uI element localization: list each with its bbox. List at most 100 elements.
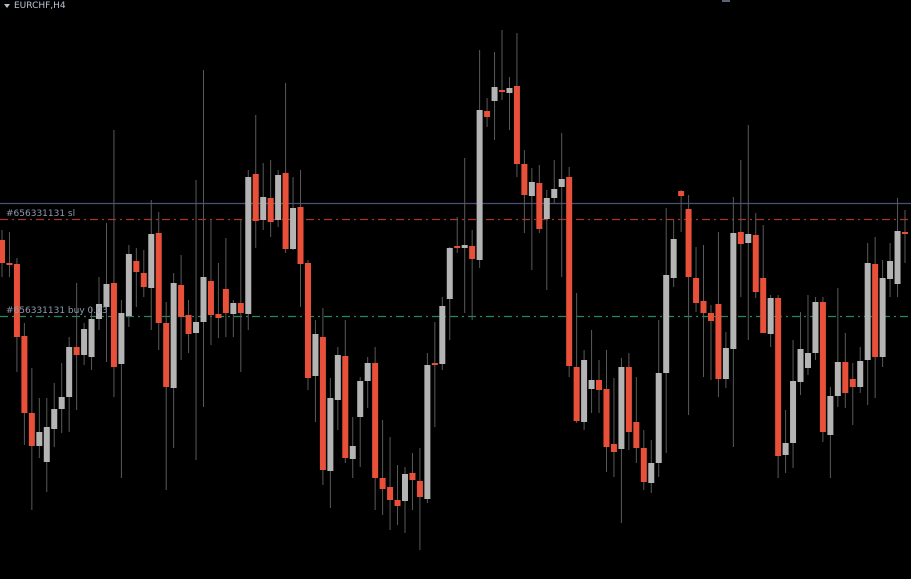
bearish-candle <box>6 232 13 277</box>
bearish-candle <box>842 333 849 408</box>
candle-body <box>163 323 170 387</box>
candle-body <box>401 474 408 501</box>
bearish-candle <box>387 437 394 530</box>
bullish-candle <box>118 300 125 478</box>
bearish-candle <box>633 377 640 463</box>
bearish-candle <box>469 230 476 320</box>
candle-body <box>155 233 162 323</box>
candle-body <box>827 396 834 435</box>
bullish-candle <box>312 320 319 422</box>
bearish-candle <box>304 260 311 390</box>
candle-body <box>693 278 700 303</box>
candle-body <box>439 306 446 364</box>
candle-body <box>707 313 714 321</box>
bearish-candle <box>73 283 80 410</box>
bullish-candle <box>245 170 252 330</box>
candle-body <box>797 349 804 382</box>
bearish-candle <box>752 213 759 298</box>
bearish-candle <box>625 353 632 450</box>
candle-body <box>379 478 386 489</box>
candle-body <box>342 356 349 458</box>
candle-body <box>655 373 662 463</box>
buy-order-label[interactable]: #656331131 buy 0.03 <box>6 306 108 316</box>
candle-body <box>625 367 632 432</box>
bullish-candle <box>827 387 834 478</box>
bullish-candle <box>812 297 819 360</box>
candle-body <box>894 231 901 284</box>
candle-body <box>21 336 28 413</box>
chart-header[interactable]: EURCHF,H4 <box>4 1 66 11</box>
sl-order-label[interactable]: #656331131 sl <box>6 209 76 219</box>
candle-body <box>409 473 416 480</box>
candle-body <box>6 263 13 265</box>
candle-body <box>551 189 558 198</box>
candle-body <box>13 264 20 337</box>
bullish-candle <box>864 243 871 405</box>
bearish-candle <box>715 232 722 397</box>
bearish-candle <box>319 308 326 485</box>
candle-body <box>275 175 282 220</box>
candle-body <box>96 304 103 319</box>
bearish-candle <box>678 190 685 232</box>
candle-body <box>73 347 80 355</box>
candle-body <box>334 355 341 400</box>
candle-body <box>663 275 670 373</box>
bearish-candle <box>222 238 229 337</box>
bullish-candle <box>148 200 155 330</box>
bearish-candle <box>379 420 386 515</box>
candle-body <box>148 234 155 288</box>
candle-body <box>431 363 438 365</box>
bearish-candle <box>185 300 192 353</box>
candle-body <box>319 337 326 470</box>
bullish-candle <box>528 168 535 270</box>
bullish-candle <box>670 220 677 287</box>
candle-body <box>760 278 767 333</box>
candle-body <box>297 207 304 264</box>
bullish-candle <box>558 133 565 277</box>
bullish-candle <box>88 307 95 370</box>
candle-body <box>678 191 685 196</box>
bullish-candle <box>648 440 655 493</box>
candle-body <box>745 234 752 243</box>
bullish-candle <box>588 330 595 413</box>
candle-body <box>685 209 692 277</box>
candle-body <box>618 367 625 449</box>
candle-body <box>461 245 468 248</box>
candle-body <box>81 329 88 355</box>
candle-body <box>245 177 252 314</box>
candle-body <box>66 347 73 397</box>
bullish-candle <box>96 277 103 330</box>
candle-body <box>499 90 506 92</box>
candle-body <box>304 263 311 378</box>
bearish-candle <box>872 237 879 398</box>
bullish-candle <box>170 273 177 448</box>
candle-body <box>252 174 259 221</box>
candle-body <box>722 348 729 379</box>
bullish-candle <box>200 70 207 407</box>
bullish-candle <box>66 337 73 432</box>
candle-body <box>103 284 110 307</box>
bearish-candle <box>573 293 580 423</box>
candle-body <box>267 198 274 222</box>
candle-body <box>43 427 50 462</box>
candle-body <box>812 302 819 353</box>
candle-body <box>387 487 394 500</box>
symbol-timeframe: EURCHF,H4 <box>14 1 66 11</box>
bearish-candle <box>394 465 401 525</box>
bullish-candle <box>260 163 267 230</box>
bullish-candle <box>43 398 50 492</box>
bullish-candle <box>446 247 453 340</box>
candle-body <box>424 365 431 499</box>
candle-body <box>633 422 640 448</box>
bearish-candle <box>499 30 506 100</box>
bullish-candle <box>334 347 341 430</box>
candle-body <box>782 443 789 455</box>
bearish-candle <box>513 33 520 177</box>
bullish-candle <box>663 208 670 453</box>
triangle-down-icon[interactable] <box>4 4 10 8</box>
bullish-candle <box>730 197 737 447</box>
bullish-candle <box>327 378 334 508</box>
candle-body <box>834 362 841 396</box>
bearish-candle <box>282 83 289 253</box>
